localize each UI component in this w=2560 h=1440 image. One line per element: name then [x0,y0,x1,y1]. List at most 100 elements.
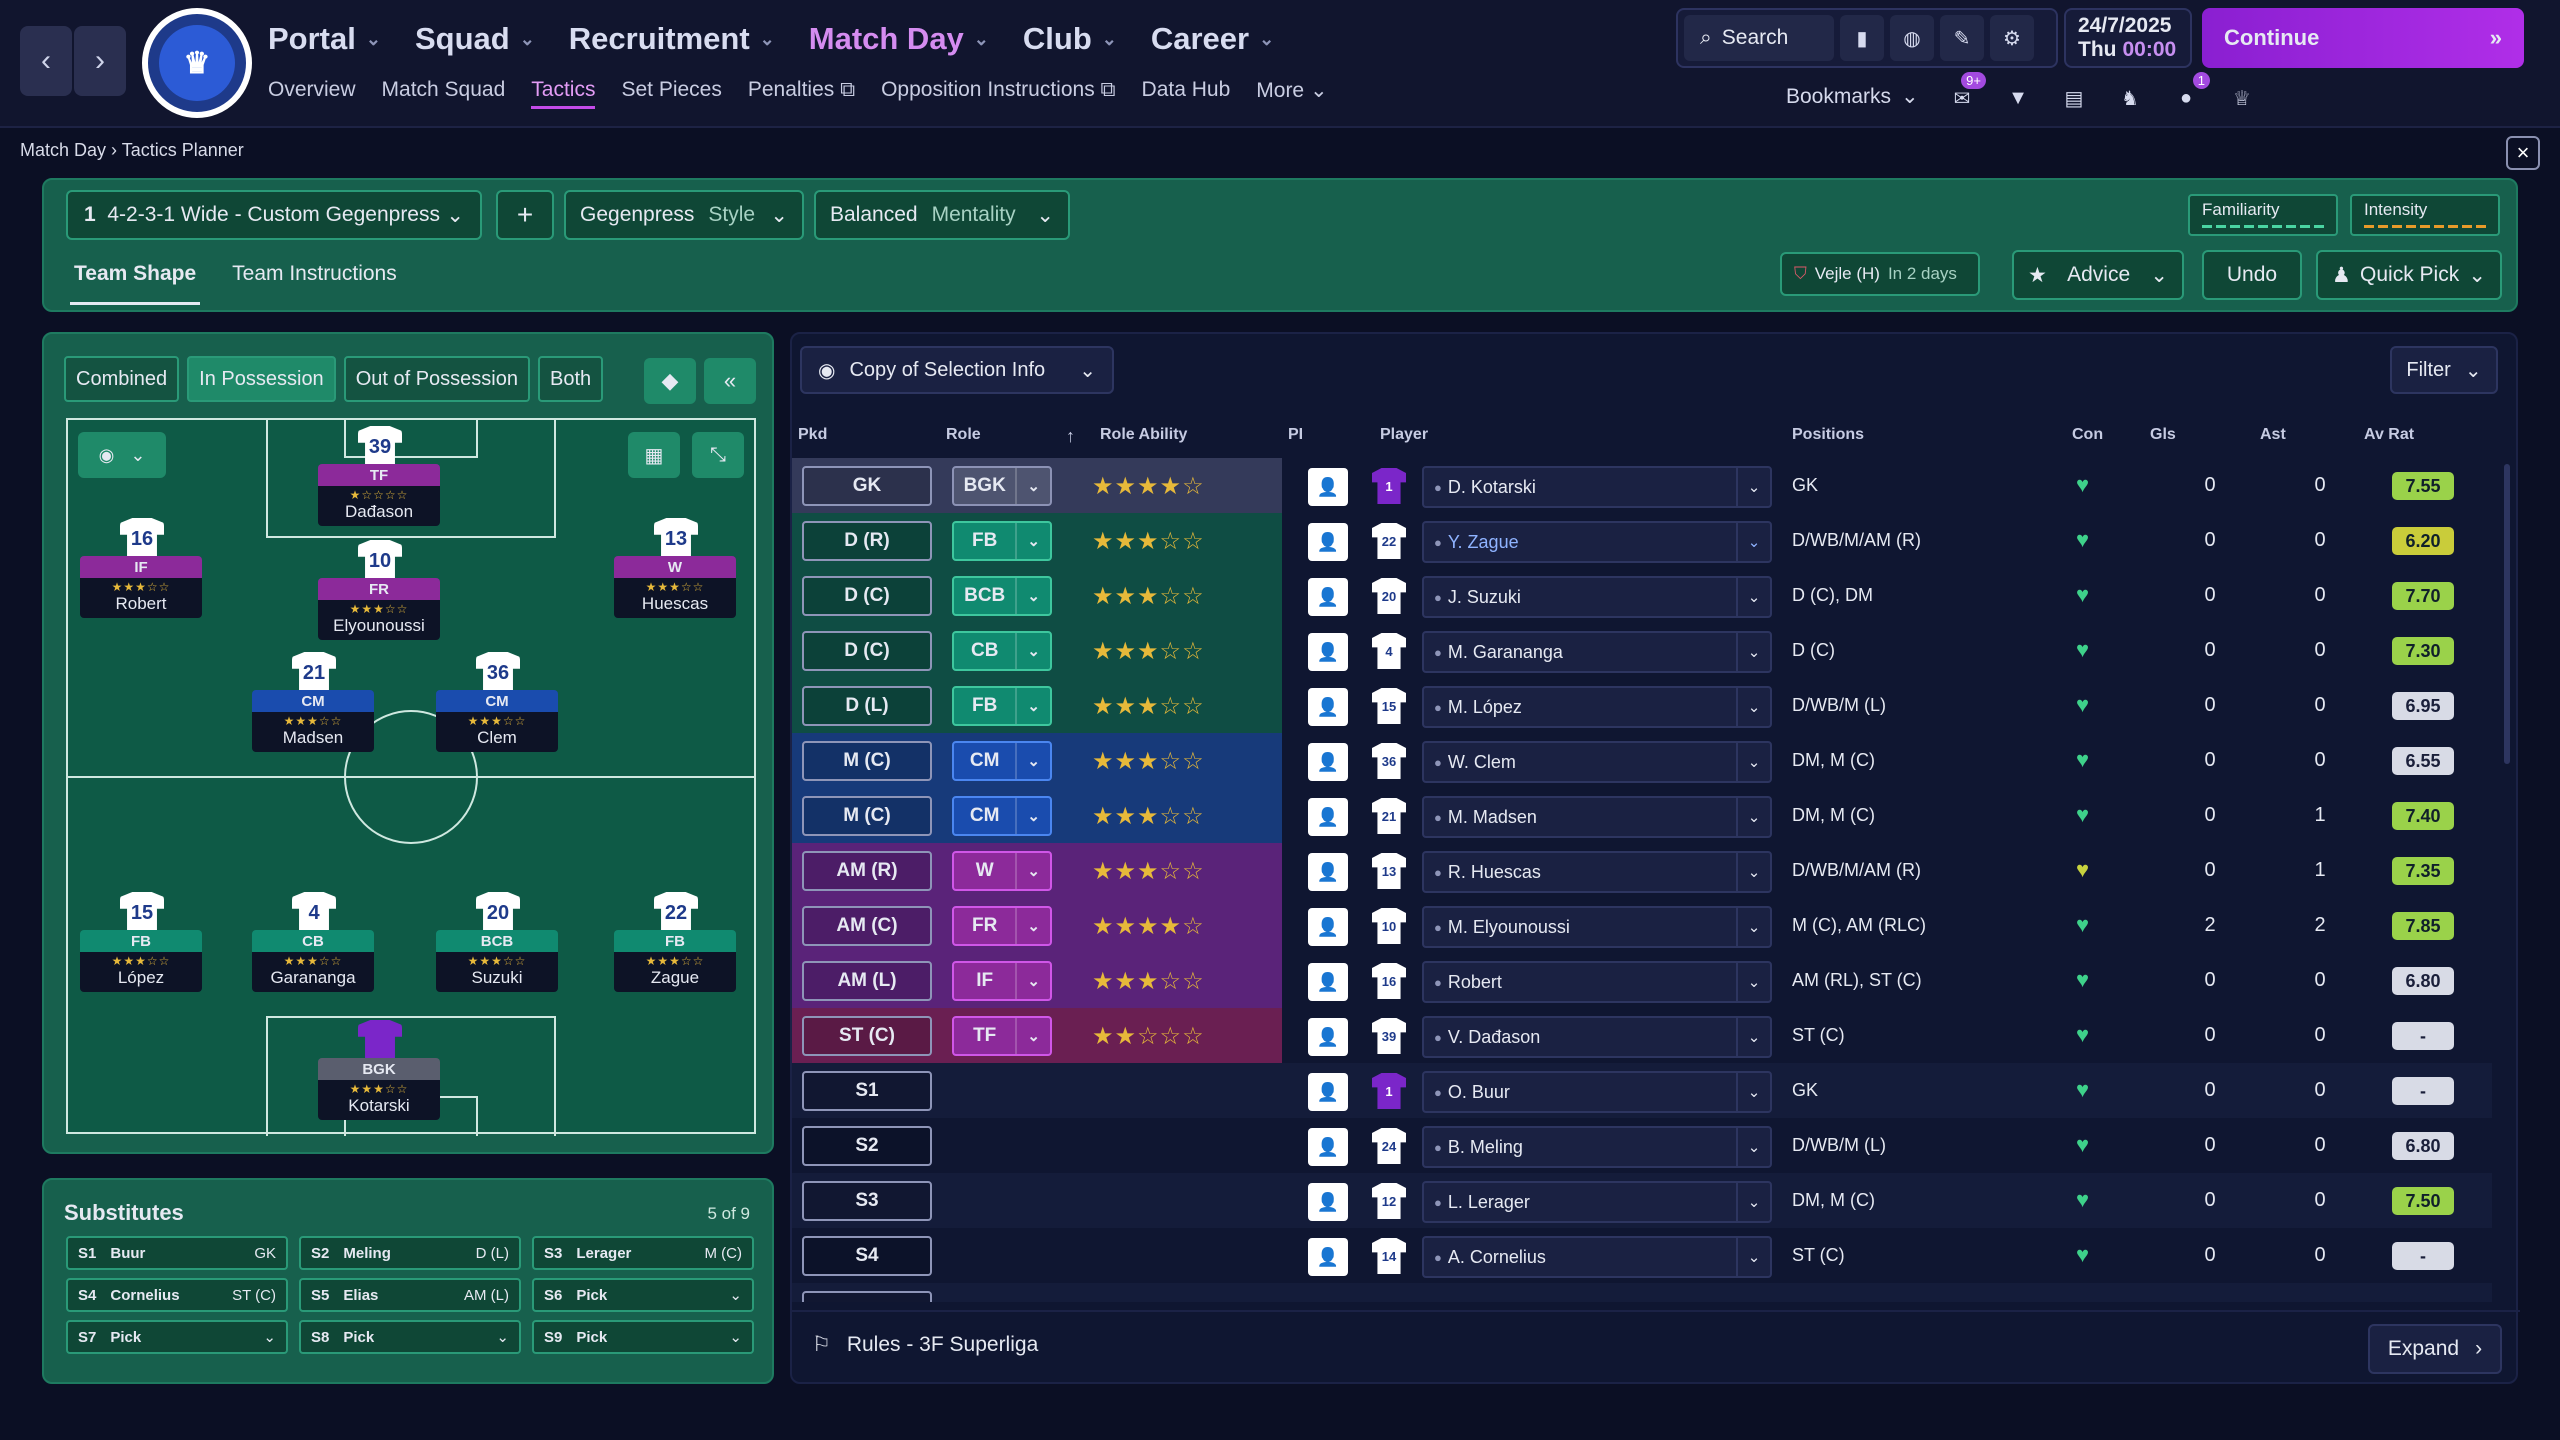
copy-selection-info-button[interactable]: ◉ Copy of Selection Info ⌄ [800,346,1114,394]
next-match-info[interactable]: ⛉ Vejle (H) In 2 days [1780,252,1980,296]
date-display[interactable]: 24/7/2025 Thu 00:00 [2064,8,2192,68]
table-row[interactable]: S5 [792,1283,2492,1302]
col-role[interactable]: Role [946,426,981,443]
table-row[interactable]: GK BGK ⌄ ★★★★☆ 👤 1 ● D. Kotarski ⌄ GK ♥ 0 0 7.55 [792,458,2492,513]
subnav-set-pieces[interactable]: Set Pieces [621,78,722,101]
sub-slot-s3[interactable]: S3 Lerager M (C) [532,1236,754,1270]
player-selector[interactable]: ● Y. Zague ⌄ [1422,521,1772,563]
nav-club[interactable]: Club ⌄ [1022,21,1117,56]
role-selector[interactable]: FR ⌄ [952,906,1052,946]
col-pi[interactable]: PI [1288,426,1304,443]
expand-icon[interactable]: ⤡ [692,432,744,478]
breadcrumb-match-day[interactable]: Match Day [20,140,107,160]
col-pkd[interactable]: Pkd [798,426,828,443]
picked-position[interactable]: D (R) [802,521,932,561]
gear-icon[interactable]: ⚙ [1990,15,2034,61]
sub-slot-s6[interactable]: S6 Pick ⌄ [532,1278,754,1312]
subnav-penalties[interactable]: Penalties ⧉ [747,78,856,101]
tab-team-shape[interactable]: Team Shape [70,256,201,305]
player-instructions-button[interactable]: 👤 [1308,1018,1348,1056]
player-selector[interactable]: ● L. Lerager ⌄ [1422,1181,1772,1223]
kit-icon[interactable]: ▼ [2008,86,2028,109]
nav-recruitment[interactable]: Recruitment ⌄ [568,21,775,56]
advice-button[interactable]: ★ Advice ⌄ [2012,250,2184,300]
picked-position[interactable]: AM (L) [802,961,932,1001]
player-selector[interactable]: ● Robert ⌄ [1422,961,1772,1003]
player-instructions-button[interactable]: 👤 [1308,633,1348,671]
picked-position[interactable]: S3 [802,1181,932,1221]
pitch-player[interactable]: 13 W ★★★☆☆ Huescas [614,518,736,618]
player-instructions-button[interactable]: 👤 [1308,853,1348,891]
view-toggle[interactable]: ◉ ⌄ [78,432,166,478]
back-button[interactable]: ‹ [20,26,72,96]
phase-tab-both[interactable]: Both [538,356,604,402]
col-gls[interactable]: Gls [2150,426,2176,443]
table-row[interactable]: S2 👤 24 ● B. Meling ⌄ D/WB/M (L) ♥ 0 0 6.80 [792,1118,2492,1173]
club-crest[interactable]: ♛ [142,8,252,118]
grid-icon[interactable]: ▦ [628,432,680,478]
bookmarks-menu[interactable]: Bookmarks ⌄ [1786,84,1919,109]
rules-info[interactable]: ⚐ Rules - 3F Superliga [812,1332,1039,1357]
pitch-player[interactable]: 22 FB ★★★☆☆ Zague [614,892,736,992]
sub-slot-s5[interactable]: S5 Elias AM (L) [299,1278,521,1312]
subnav-opposition-instructions[interactable]: Opposition Instructions ⧉ [881,78,1116,101]
expand-button[interactable]: Expand › [2368,1324,2502,1374]
quick-pick-button[interactable]: ♟ Quick Pick ⌄ [2316,250,2502,300]
tactic-selector[interactable]: 1 4-2-3-1 Wide - Custom Gegenpress ⌄ [66,190,482,240]
search-button[interactable]: ⌕ Search [1684,15,1834,61]
nav-match-day[interactable]: Match Day ⌄ [808,21,989,56]
role-selector[interactable]: CM ⌄ [952,741,1052,781]
player-instructions-button[interactable]: 👤 [1308,798,1348,836]
pitch-player[interactable]: 39 TF ★☆☆☆☆ Dađason [318,426,440,526]
sub-slot-s1[interactable]: S1 Buur GK [66,1236,288,1270]
player-instructions-button[interactable]: 👤 [1308,1183,1348,1221]
tab-team-instructions[interactable]: Team Instructions [232,262,397,285]
phase-tab-out-of-possession[interactable]: Out of Possession [343,356,530,402]
role-selector[interactable]: CB ⌄ [952,631,1052,671]
scrollbar[interactable] [2504,464,2510,764]
phase-tab-combined[interactable]: Combined [64,356,180,402]
player-instructions-button[interactable]: 👤 [1308,578,1348,616]
add-tactic-button[interactable]: + [496,190,554,240]
table-row[interactable]: AM (R) W ⌄ ★★★☆☆ 👤 13 ● R. Huescas ⌄ D/WB/M/AM (R… [792,843,2492,898]
player-instructions-button[interactable]: 👤 [1308,688,1348,726]
subnav-match-squad[interactable]: Match Squad [381,78,506,101]
subnav-data-hub[interactable]: Data Hub [1141,78,1231,101]
role-selector[interactable]: TF ⌄ [952,1016,1052,1056]
forward-button[interactable]: › [74,26,126,96]
sort-up-icon[interactable]: ↑ [1066,426,1075,446]
globe-icon[interactable]: ◍ [1890,15,1934,61]
pitch-player[interactable]: BGK ★★★☆☆ Kotarski [318,1020,440,1120]
picked-position[interactable]: D (L) [802,686,932,726]
role-selector[interactable]: FB ⌄ [952,521,1052,561]
intensity-meter[interactable]: Intensity [2350,194,2500,236]
close-button[interactable]: × [2506,136,2540,170]
player-instructions-button[interactable]: 👤 [1308,1238,1348,1276]
trophy-icon[interactable]: ♕ [2233,87,2251,110]
sub-slot-s8[interactable]: S8 Pick ⌄ [299,1320,521,1354]
picked-position[interactable]: S4 [802,1236,932,1276]
subnav-overview[interactable]: Overview [268,78,356,101]
filter-button[interactable]: Filter ⌄ [2390,346,2498,394]
mentality-selector[interactable]: Balanced Mentality ⌄ [814,190,1070,240]
pitch-player[interactable]: 21 CM ★★★☆☆ Madsen [252,652,374,752]
table-row[interactable]: M (C) CM ⌄ ★★★☆☆ 👤 21 ● M. Madsen ⌄ DM, M (C) ♥ 0 1 7… [792,788,2492,843]
collapse-icon[interactable]: « [704,358,756,404]
player-selector[interactable]: ● M. Garananga ⌄ [1422,631,1772,673]
role-selector[interactable]: IF ⌄ [952,961,1052,1001]
player-instructions-button[interactable]: 👤 [1308,1128,1348,1166]
player-instructions-button[interactable]: 👤 [1308,1073,1348,1111]
table-row[interactable]: M (C) CM ⌄ ★★★☆☆ 👤 36 ● W. Clem ⌄ DM, M (C) ♥ 0 0 6.5… [792,733,2492,788]
player-instructions-button[interactable]: 👤 [1308,468,1348,506]
role-selector[interactable]: BGK ⌄ [952,466,1052,506]
notification-icon[interactable]: ● 1 [2168,72,2210,116]
pitch-player[interactable]: 20 BCB ★★★☆☆ Suzuki [436,892,558,992]
col-av-rat[interactable]: Av Rat [2364,426,2415,443]
continue-button[interactable]: Continue» [2202,8,2524,68]
player-selector[interactable]: ● V. Dađason ⌄ [1422,1016,1772,1058]
subnav-tactics[interactable]: Tactics [531,78,596,109]
sub-slot-s7[interactable]: S7 Pick ⌄ [66,1320,288,1354]
nav-squad[interactable]: Squad ⌄ [414,21,535,56]
player-selector[interactable]: ● J. Suzuki ⌄ [1422,576,1772,618]
picked-position[interactable]: M (C) [802,796,932,836]
